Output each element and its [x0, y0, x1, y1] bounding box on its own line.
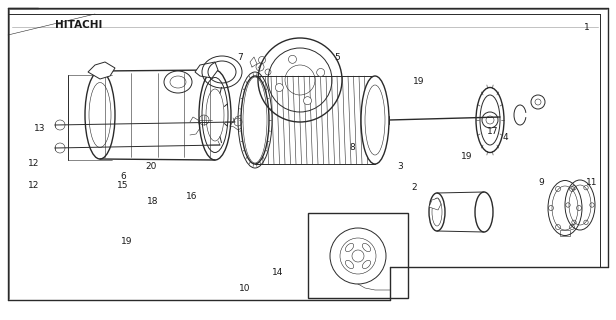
Ellipse shape: [241, 76, 269, 164]
Text: 6: 6: [120, 172, 126, 180]
Text: 15: 15: [118, 181, 129, 190]
Circle shape: [304, 97, 312, 105]
Text: 13: 13: [34, 124, 46, 132]
Text: 19: 19: [461, 152, 472, 161]
Text: 1: 1: [583, 23, 590, 32]
Text: 3: 3: [397, 162, 403, 171]
Text: 16: 16: [187, 192, 198, 201]
Text: 8: 8: [349, 143, 355, 152]
Text: 12: 12: [28, 159, 39, 168]
Circle shape: [288, 55, 296, 63]
Ellipse shape: [361, 76, 389, 164]
Text: 18: 18: [147, 197, 158, 206]
Text: 10: 10: [240, 284, 251, 293]
Text: 19: 19: [413, 77, 424, 86]
Ellipse shape: [362, 244, 371, 252]
Polygon shape: [195, 62, 218, 78]
Text: 11: 11: [586, 178, 597, 187]
Polygon shape: [429, 198, 441, 210]
Ellipse shape: [346, 260, 354, 268]
Text: 14: 14: [272, 268, 283, 277]
Circle shape: [317, 68, 325, 76]
Text: 20: 20: [145, 162, 156, 171]
Text: 12: 12: [28, 181, 39, 190]
Circle shape: [275, 84, 283, 92]
Text: 4: 4: [502, 133, 508, 142]
Text: HITACHI: HITACHI: [55, 20, 102, 30]
Text: 9: 9: [538, 178, 544, 187]
Text: 7: 7: [237, 53, 243, 62]
Text: 5: 5: [334, 53, 341, 62]
Text: 17: 17: [487, 127, 498, 136]
Polygon shape: [88, 62, 115, 79]
Text: 19: 19: [121, 237, 132, 246]
Bar: [308, 213, 408, 298]
Ellipse shape: [362, 260, 371, 268]
Text: 2: 2: [411, 183, 417, 192]
Ellipse shape: [346, 244, 354, 252]
